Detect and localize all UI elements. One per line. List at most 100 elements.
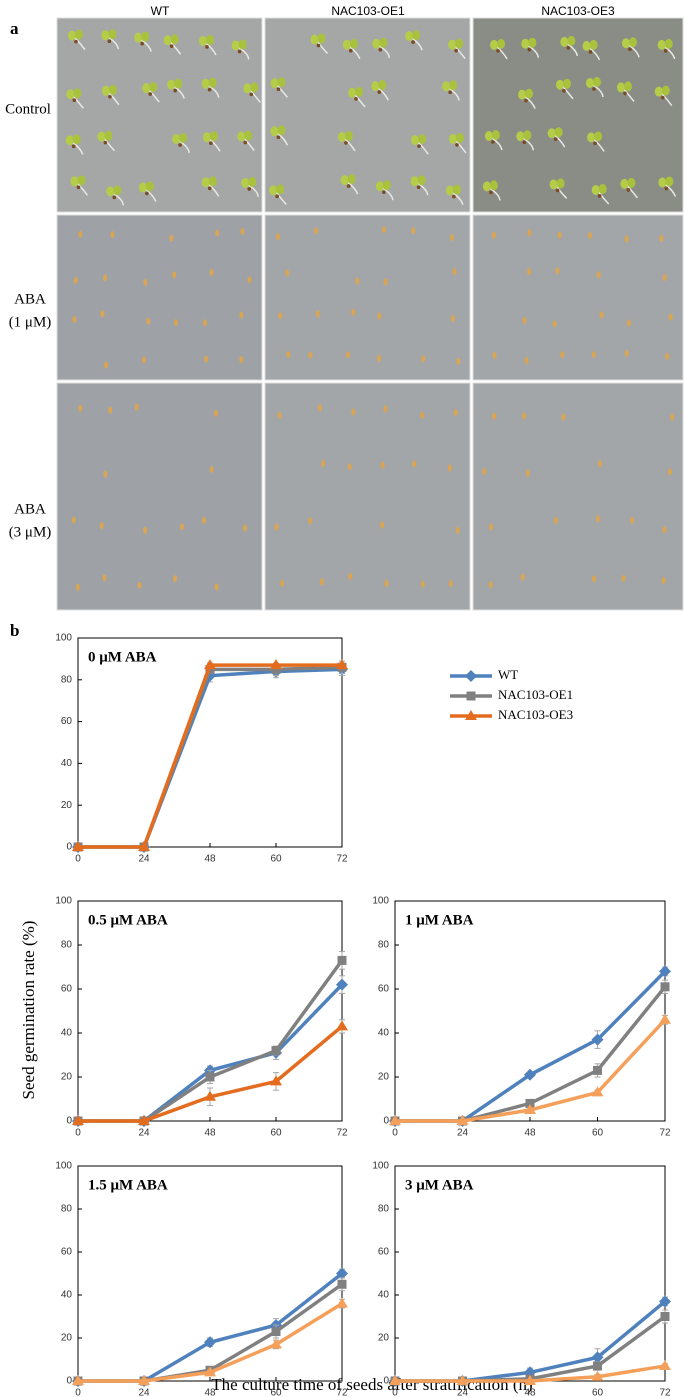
- x-tick-label: 24: [457, 1388, 469, 1397]
- seed: [173, 318, 178, 326]
- root: [316, 41, 329, 55]
- seed-coat: [76, 185, 81, 190]
- seed: [552, 320, 557, 328]
- y-tick-label: 100: [55, 896, 72, 907]
- cotyledon: [270, 126, 279, 137]
- cotyledon: [241, 177, 250, 188]
- seed: [450, 315, 455, 323]
- y-tick-label: 0: [383, 1376, 389, 1387]
- seed-coat: [553, 137, 558, 142]
- seed: [73, 276, 78, 284]
- row-label: Control: [5, 101, 51, 117]
- seed: [561, 413, 566, 421]
- cotyledon: [269, 185, 278, 196]
- y-tick-label: 0: [66, 1116, 72, 1127]
- y-axis-label: Seed germination rate (%): [19, 921, 38, 1100]
- seed-coat: [522, 140, 527, 145]
- cotyledon: [442, 81, 451, 92]
- cotyledon: [375, 181, 384, 192]
- marker: [271, 664, 281, 674]
- cotyledon: [372, 38, 381, 49]
- cotyledon: [556, 178, 565, 189]
- cotyledon: [238, 39, 247, 50]
- seed: [555, 267, 560, 275]
- y-tick-label: 100: [372, 896, 389, 907]
- root: [76, 182, 89, 196]
- root: [140, 39, 152, 52]
- cotyledon: [317, 33, 326, 44]
- seed: [412, 460, 417, 468]
- seed: [100, 310, 105, 318]
- seed: [662, 273, 667, 281]
- root: [108, 92, 120, 106]
- cotyledon: [170, 34, 179, 45]
- root: [349, 46, 361, 60]
- marker: [660, 1312, 670, 1321]
- seed: [491, 231, 496, 239]
- seed: [280, 579, 285, 587]
- cotyledon: [589, 39, 598, 50]
- root: [205, 42, 217, 56]
- seed: [524, 356, 529, 364]
- seed: [670, 413, 675, 421]
- cotyledon: [582, 40, 591, 51]
- cotyledon: [138, 182, 147, 193]
- seed: [488, 523, 493, 531]
- seed: [492, 351, 497, 359]
- marker: [270, 1338, 282, 1349]
- seed: [411, 227, 416, 235]
- cotyledon: [594, 131, 603, 142]
- cotyledon: [489, 180, 498, 191]
- root: [593, 138, 605, 152]
- cotyledon: [410, 176, 419, 187]
- seed: [71, 516, 76, 524]
- cotyledon: [664, 38, 673, 49]
- seed: [421, 355, 426, 363]
- marker: [271, 1327, 281, 1337]
- root: [592, 84, 604, 98]
- marker: [659, 1013, 671, 1024]
- cotyledon: [66, 89, 75, 100]
- series-line: [78, 667, 343, 849]
- y-tick-label: 20: [61, 1072, 73, 1083]
- cotyledon: [547, 128, 556, 139]
- marker: [524, 1375, 536, 1385]
- y-tick-label: 40: [61, 1028, 73, 1039]
- seed: [453, 409, 458, 417]
- seed-coat: [276, 135, 281, 140]
- root: [103, 138, 115, 152]
- seed-coat: [243, 140, 248, 145]
- seed-coat: [382, 190, 386, 195]
- cotyledon: [250, 82, 259, 93]
- panel-label: b: [10, 621, 19, 640]
- seed-coat: [344, 141, 348, 145]
- marker: [593, 1065, 602, 1075]
- seed: [488, 581, 493, 589]
- y-tick-label: 100: [372, 1161, 389, 1172]
- seed: [522, 412, 527, 420]
- seed: [78, 230, 83, 238]
- seed: [630, 516, 635, 524]
- x-tick-label: 48: [204, 1128, 216, 1139]
- x-tick-label: 60: [270, 1388, 282, 1397]
- seed: [527, 229, 532, 237]
- x-tick-label: 72: [659, 1128, 671, 1139]
- seed: [99, 522, 104, 530]
- cotyledon: [554, 127, 563, 138]
- seed-coat: [108, 95, 112, 99]
- seed: [383, 405, 388, 413]
- seed: [482, 468, 487, 476]
- y-tick-label: 20: [61, 800, 73, 811]
- cotyledon: [528, 37, 537, 48]
- marker: [271, 1046, 281, 1056]
- seed-coat: [664, 186, 669, 191]
- root: [247, 184, 259, 198]
- cotyledon: [201, 177, 210, 188]
- seed-coat: [597, 194, 602, 198]
- x-tick-label: 0: [75, 1388, 81, 1397]
- cotyledon: [101, 30, 110, 41]
- cotyledon: [277, 125, 286, 136]
- seed-coat: [275, 194, 279, 199]
- seed: [597, 460, 602, 468]
- marker: [456, 1115, 469, 1125]
